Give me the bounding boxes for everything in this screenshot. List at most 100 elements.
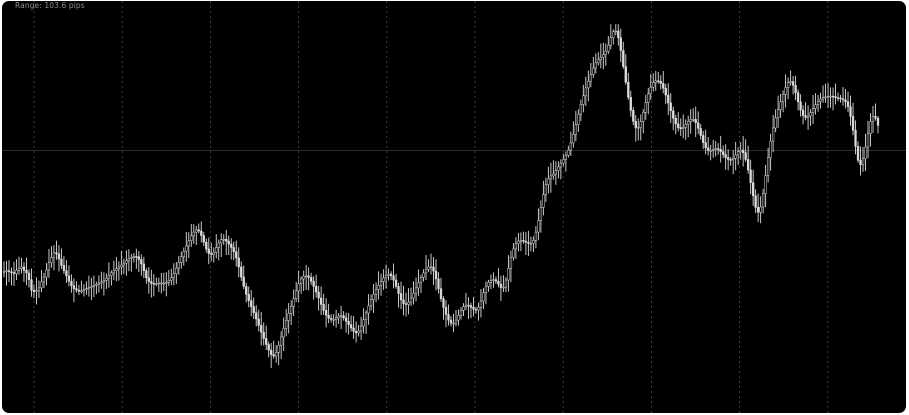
candle-body	[105, 277, 108, 281]
candle	[784, 74, 787, 108]
candle	[45, 263, 48, 286]
candle	[135, 248, 138, 269]
candle-body	[170, 277, 173, 281]
candle-body	[127, 258, 131, 261]
candle-body	[275, 352, 278, 357]
candle	[85, 281, 88, 295]
candle	[57, 245, 61, 272]
candle-body	[729, 159, 732, 161]
candle-body	[791, 81, 795, 86]
candle	[707, 137, 710, 156]
candle	[352, 316, 355, 339]
candle	[245, 282, 248, 303]
candle	[32, 284, 36, 299]
candle	[132, 253, 135, 263]
candle	[549, 162, 553, 193]
candle-body	[237, 257, 240, 268]
candle	[102, 272, 106, 296]
candle	[826, 83, 830, 109]
candle-body	[245, 286, 248, 295]
candle-body	[604, 50, 607, 55]
candle	[389, 271, 393, 281]
candle	[614, 24, 617, 36]
candle	[719, 135, 722, 163]
candle	[864, 133, 867, 172]
candle-body	[467, 304, 470, 307]
candle-body	[147, 277, 150, 282]
candle-body	[774, 117, 777, 129]
candle	[210, 242, 213, 262]
candle	[307, 267, 310, 291]
candle-body	[5, 270, 8, 272]
candle-body	[92, 285, 96, 287]
candle	[849, 95, 852, 126]
candle	[182, 247, 185, 266]
candle	[374, 282, 378, 303]
candle-body	[619, 37, 622, 51]
candle	[474, 306, 478, 314]
candle	[682, 114, 685, 139]
candle-body	[806, 115, 810, 118]
candle-body	[339, 315, 343, 317]
candle-body	[512, 248, 515, 258]
candle	[47, 248, 51, 278]
candle	[25, 257, 28, 286]
candle	[829, 87, 832, 108]
candle-body	[587, 80, 590, 89]
candle-body	[559, 162, 563, 168]
candle	[332, 314, 335, 326]
candle-body	[569, 142, 573, 151]
candle-body	[115, 268, 118, 271]
candle	[277, 340, 280, 366]
candle	[816, 95, 820, 112]
candle-body	[539, 207, 543, 221]
candle-body	[789, 81, 792, 83]
candle	[427, 259, 430, 273]
candle	[35, 277, 38, 305]
candle-body	[87, 287, 91, 289]
candle	[205, 238, 208, 253]
candle	[120, 250, 123, 276]
candle-body	[819, 98, 822, 102]
candle	[20, 257, 23, 274]
candle	[442, 296, 445, 320]
candle-body	[472, 307, 475, 310]
candle	[477, 302, 480, 321]
candle	[280, 331, 283, 359]
candle-body	[82, 289, 86, 292]
candle	[519, 232, 523, 252]
candle	[384, 264, 388, 289]
candle-body	[617, 30, 620, 38]
candle	[569, 131, 573, 156]
candle	[811, 95, 815, 125]
candle-body	[567, 149, 570, 156]
candle	[202, 232, 205, 247]
candle	[517, 232, 520, 252]
candle	[667, 83, 670, 116]
candle	[215, 234, 218, 259]
candle-body	[707, 147, 710, 151]
candle	[77, 284, 81, 296]
candle	[342, 311, 345, 321]
candle	[379, 273, 383, 296]
candle-body	[477, 307, 480, 311]
candle	[597, 52, 600, 66]
candle	[744, 139, 747, 162]
candle	[170, 268, 173, 286]
candle-body	[37, 287, 41, 291]
candle-body	[856, 146, 860, 161]
candle	[237, 247, 240, 278]
candle	[856, 141, 860, 163]
candle	[754, 189, 757, 214]
candle	[739, 142, 742, 160]
candle	[532, 236, 535, 253]
candle-body	[662, 83, 665, 89]
candle-body	[432, 266, 435, 272]
candle	[804, 102, 807, 121]
candle-body	[30, 279, 33, 291]
candle	[140, 254, 143, 276]
candle	[537, 208, 540, 241]
candle	[147, 267, 150, 294]
candle	[662, 71, 665, 94]
candle-body	[75, 288, 78, 291]
